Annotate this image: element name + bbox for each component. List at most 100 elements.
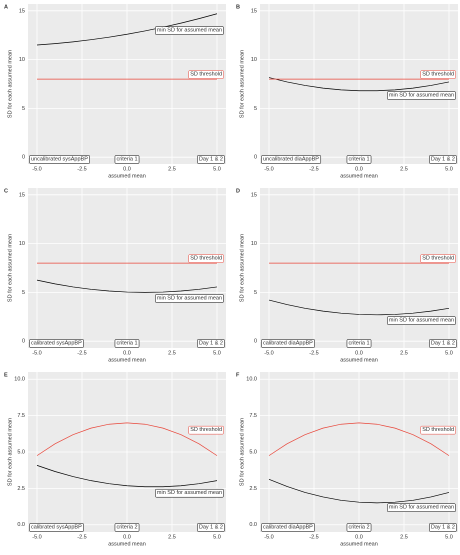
- x-tick-label: 0.0: [355, 350, 363, 356]
- series-label: SD threshold: [422, 72, 454, 78]
- x-tick-label: 2.5: [168, 534, 176, 540]
- series-line: [36, 279, 218, 293]
- series-label: min SD for assumed mean: [157, 490, 222, 496]
- label-box: [346, 523, 372, 532]
- y-tick-label: 10: [19, 57, 25, 63]
- y-tick-label: 5: [22, 106, 25, 112]
- x-tick-label: -5.0: [32, 166, 41, 172]
- x-axis-label: assumed mean: [108, 357, 146, 363]
- label-box: [261, 155, 322, 164]
- x-axis-label: assumed mean: [340, 541, 378, 547]
- annotation: Day 1 & 2: [199, 156, 223, 162]
- y-axis-label: SD for each assumed mean: [239, 234, 245, 302]
- x-tick-label: 5.0: [445, 350, 453, 356]
- y-axis-label: SD for each assumed mean: [7, 50, 13, 118]
- label-box: [155, 488, 224, 498]
- annotation: criteria 2: [348, 524, 369, 530]
- label-box: [429, 155, 457, 164]
- annotation: criteria 1: [116, 156, 137, 162]
- y-tick-label: 15: [251, 192, 257, 198]
- series-line: [268, 479, 450, 504]
- panel-label: B: [236, 4, 240, 10]
- label-box: [155, 294, 224, 303]
- annotation: uncalibrated diaAppBP: [263, 156, 319, 162]
- panel: B 0 5 10 15 -5.0 -2.5 0.0 2.5 5.0 assumed mean SD f…: [236, 4, 458, 179]
- x-tick-label: -5.0: [264, 534, 273, 540]
- annotation: criteria 1: [348, 340, 369, 346]
- annotation: Day 1 & 2: [431, 156, 455, 162]
- annotation: calibrated sysAppBP: [31, 340, 82, 346]
- panel-label: C: [4, 188, 8, 194]
- y-tick-label: 7.5: [17, 413, 25, 419]
- x-tick-label: -2.5: [77, 534, 86, 540]
- y-tick-label: 0: [254, 155, 257, 161]
- series-line: [36, 13, 218, 46]
- series-label: min SD for assumed mean: [157, 295, 222, 301]
- annotation: calibrated diaAppBP: [263, 524, 313, 530]
- label-box: [387, 316, 456, 325]
- x-tick-label: 2.5: [400, 166, 408, 172]
- series-line: [36, 422, 218, 456]
- x-axis-label: assumed mean: [108, 173, 146, 179]
- panel: F 0.0 2.5 5.0 7.5 10.0 -5.0 -2.5 0.0 2.5 5.0 assume…: [236, 372, 458, 547]
- y-tick-label: 10: [19, 241, 25, 247]
- label-box: [114, 339, 140, 348]
- x-tick-label: -2.5: [309, 166, 318, 172]
- label-box: [420, 254, 456, 263]
- annotation: criteria 2: [116, 524, 137, 530]
- y-tick-label: 5: [254, 106, 257, 112]
- annotation: criteria 1: [116, 340, 137, 346]
- x-tick-label: 5.0: [213, 534, 221, 540]
- y-tick-label: 5: [22, 290, 25, 296]
- y-tick-label: 0.0: [249, 522, 257, 528]
- x-tick-label: 2.5: [168, 350, 176, 356]
- panel-label: D: [236, 188, 240, 194]
- y-tick-label: 15: [251, 8, 257, 14]
- x-tick-label: -5.0: [264, 166, 273, 172]
- x-axis-label: assumed mean: [340, 357, 378, 363]
- x-tick-label: 0.0: [123, 350, 131, 356]
- x-tick-label: -2.5: [309, 350, 318, 356]
- y-tick-label: 10: [251, 241, 257, 247]
- panel-label: A: [4, 4, 8, 10]
- panel: D 0 5 10 15 -5.0 -2.5 0.0 2.5 5.0 assumed mean SD f…: [236, 188, 458, 363]
- series-label: SD threshold: [190, 72, 222, 78]
- label-box: [114, 523, 140, 532]
- series-label: SD threshold: [190, 256, 222, 262]
- x-tick-label: 5.0: [445, 166, 453, 172]
- x-tick-label: -2.5: [77, 350, 86, 356]
- label-box: [429, 523, 457, 532]
- x-tick-label: -5.0: [32, 350, 41, 356]
- y-tick-label: 15: [19, 8, 25, 14]
- annotation: Day 1 & 2: [431, 524, 455, 530]
- label-box: [114, 155, 140, 164]
- label-box: [188, 254, 224, 263]
- label-box: [188, 70, 224, 79]
- x-tick-label: -2.5: [77, 166, 86, 172]
- x-axis-label: assumed mean: [108, 541, 146, 547]
- y-tick-label: 0.0: [17, 522, 25, 528]
- series-line: [268, 299, 450, 316]
- y-tick-label: 10.0: [246, 377, 257, 383]
- x-tick-label: 5.0: [213, 166, 221, 172]
- annotation: criteria 1: [348, 156, 369, 162]
- x-tick-label: 2.5: [400, 534, 408, 540]
- series-label: SD threshold: [422, 256, 454, 262]
- y-tick-label: 5: [254, 290, 257, 296]
- y-tick-label: 0: [22, 155, 25, 161]
- y-tick-label: 5.0: [249, 449, 257, 455]
- annotation: uncalibrated sysAppBP: [31, 156, 88, 162]
- label-box: [346, 155, 372, 164]
- y-axis-label: SD for each assumed mean: [239, 418, 245, 486]
- panel: C 0 5 10 15 -5.0 -2.5 0.0 2.5 5.0 assumed mean SD f…: [4, 188, 226, 363]
- annotation: Day 1 & 2: [199, 340, 223, 346]
- label-box: [429, 339, 457, 348]
- panel: E 0.0 2.5 5.0 7.5 10.0 -5.0 -2.5 0.0 2.5 5.0 assume…: [4, 372, 226, 547]
- x-tick-label: 0.0: [123, 534, 131, 540]
- label-box: [188, 425, 224, 435]
- y-tick-label: 10: [251, 57, 257, 63]
- y-tick-label: 7.5: [249, 413, 257, 419]
- label-box: [420, 425, 456, 435]
- annotation: Day 1 & 2: [199, 524, 223, 530]
